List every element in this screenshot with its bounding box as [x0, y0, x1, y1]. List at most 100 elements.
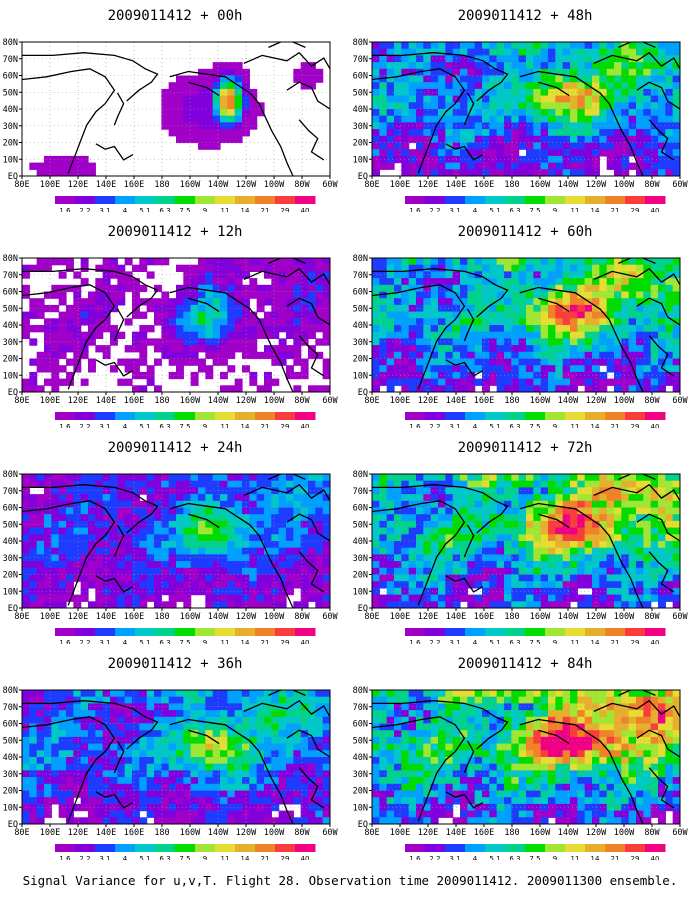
heatmap-cell	[29, 507, 38, 515]
heatmap-cell	[621, 82, 630, 90]
heatmap-cell	[227, 567, 236, 576]
heatmap-cell	[102, 716, 111, 725]
heatmap-cell	[394, 142, 402, 150]
heatmap-cell	[379, 88, 388, 97]
heatmap-cell	[416, 62, 424, 70]
heatmap-cell	[124, 750, 133, 758]
heatmap-cell	[161, 757, 170, 765]
heatmap-cell	[234, 770, 243, 778]
heatmap-cell	[44, 770, 52, 778]
heatmap-cell	[58, 790, 67, 798]
heatmap-cell	[423, 48, 432, 56]
heatmap-cell	[423, 507, 432, 515]
heatmap-cell	[628, 291, 637, 299]
heatmap-cell	[58, 574, 67, 582]
y-tick-label: 20N	[3, 787, 18, 797]
heatmap-cell	[256, 783, 265, 792]
heatmap-cell	[293, 777, 302, 785]
heatmap-cell	[606, 358, 615, 366]
heatmap-cell	[22, 325, 30, 333]
heatmap-cell	[198, 345, 206, 353]
heatmap-cell	[614, 82, 622, 90]
heatmap-cell	[249, 95, 258, 103]
heatmap-cell	[205, 284, 214, 293]
heatmap-cell	[88, 703, 96, 711]
heatmap-cell	[504, 358, 512, 366]
heatmap-cell	[401, 122, 410, 130]
heatmap-cell	[264, 345, 272, 353]
heatmap-cell	[592, 109, 600, 117]
heatmap-cell	[430, 474, 439, 482]
heatmap-cell	[205, 790, 214, 798]
heatmap-cell	[58, 783, 67, 792]
heatmap-cell	[66, 304, 74, 313]
heatmap-cell	[474, 345, 483, 353]
heatmap-cell	[264, 311, 272, 319]
heatmap-cell	[467, 122, 476, 130]
heatmap-cell	[518, 480, 527, 488]
heatmap-cell	[401, 365, 410, 373]
heatmap-cell	[227, 480, 236, 488]
heatmap-cell	[242, 95, 250, 103]
heatmap-cell	[416, 135, 424, 144]
heatmap-cell	[168, 810, 177, 818]
heatmap-cell	[555, 474, 564, 482]
heatmap-cell	[482, 480, 490, 488]
heatmap-cell	[460, 122, 468, 130]
heatmap-cell	[29, 574, 38, 582]
heatmap-cell	[286, 770, 294, 778]
heatmap-cell	[286, 730, 294, 738]
heatmap-cell	[467, 149, 476, 157]
heatmap-cell	[533, 338, 542, 346]
heatmap-cell	[628, 62, 637, 70]
heatmap-cell	[205, 690, 214, 698]
heatmap-cell	[430, 345, 439, 353]
heatmap-cell	[592, 271, 600, 279]
heatmap-cell	[474, 547, 483, 555]
heatmap-cell	[176, 318, 184, 326]
heatmap-cell	[73, 690, 82, 698]
heatmap-cell	[658, 338, 666, 346]
y-tick-label: 20N	[3, 139, 18, 149]
heatmap-cell	[526, 278, 534, 286]
heatmap-cell	[315, 594, 324, 602]
colorbar	[405, 412, 666, 420]
heatmap-cell	[430, 500, 439, 509]
heatmap-cell	[665, 169, 674, 176]
heatmap-cell	[183, 311, 192, 319]
heatmap-cell	[212, 291, 221, 299]
heatmap-cell	[88, 567, 96, 576]
heatmap-cell	[242, 757, 250, 765]
heatmap-cell	[234, 736, 243, 745]
heatmap-cell	[372, 42, 380, 50]
heatmap-cell	[36, 351, 45, 360]
heatmap-cell	[467, 258, 476, 266]
heatmap-cell	[22, 690, 30, 698]
heatmap-cell	[504, 42, 512, 50]
heatmap-cell	[482, 278, 490, 286]
heatmap-cell	[570, 264, 578, 272]
heatmap-cell	[401, 338, 410, 346]
heatmap-cell	[555, 109, 564, 117]
heatmap-cell	[372, 365, 380, 373]
heatmap-cell	[408, 514, 417, 522]
heatmap-cell	[249, 783, 258, 792]
heatmap-cell	[80, 534, 89, 542]
heatmap-cell	[315, 291, 324, 299]
heatmap-cell	[322, 554, 330, 562]
heatmap-cell	[176, 351, 184, 360]
heatmap-cell	[460, 561, 468, 569]
heatmap-cell	[154, 547, 162, 555]
heatmap-cell	[511, 494, 520, 502]
heatmap-cell	[489, 102, 498, 110]
heatmap-cell	[555, 129, 564, 137]
heatmap-cell	[220, 520, 228, 529]
heatmap-cell	[379, 142, 388, 150]
heatmap-cell	[168, 716, 177, 725]
heatmap-cell	[438, 325, 446, 333]
x-tick-label: 160W	[530, 396, 551, 406]
heatmap-cell	[95, 757, 104, 765]
heatmap-cell	[650, 358, 659, 366]
heatmap-cell	[408, 122, 417, 130]
heatmap-cell	[234, 757, 243, 765]
